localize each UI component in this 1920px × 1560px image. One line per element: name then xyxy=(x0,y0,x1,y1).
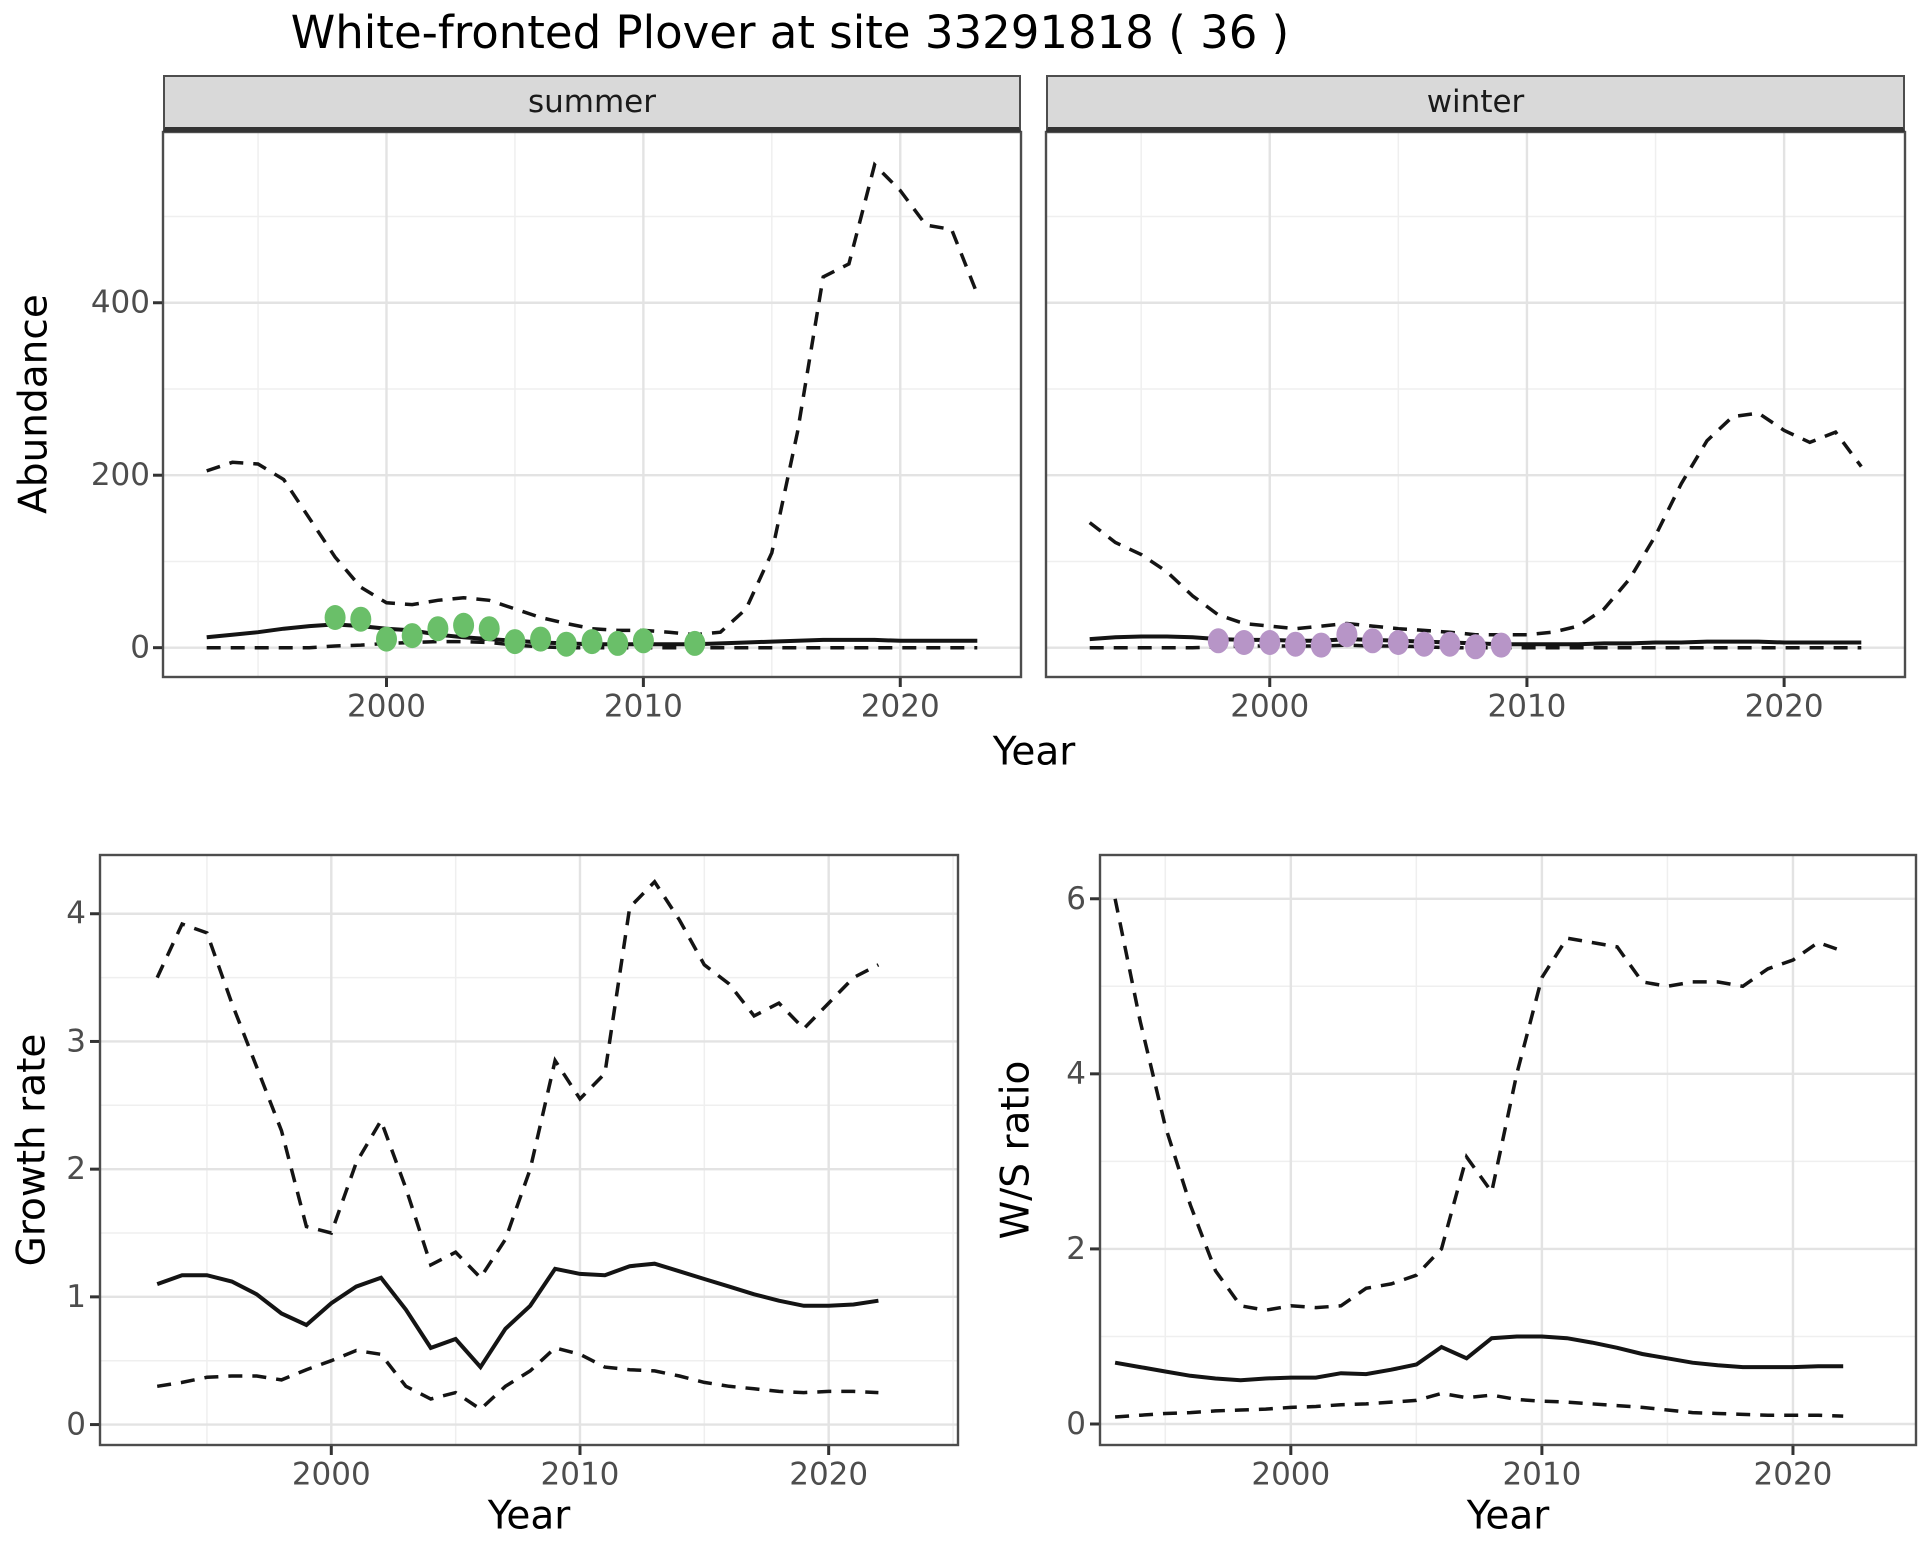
abundance-winter-observed-point xyxy=(1207,628,1229,654)
ws-ratio-border xyxy=(1098,853,1918,1447)
growth-rate-axis-ticks: 2000 2010 2020 0 1 2 3 4 xyxy=(66,896,868,1493)
growth-rate-median-line xyxy=(156,1261,879,1371)
ws-ratio-series xyxy=(1113,898,1844,1419)
abundance-winter-observed-point xyxy=(1413,631,1435,657)
plot-title: White-fronted Plover at site 33291818 ( … xyxy=(290,6,1290,59)
abundance-winter-observed-point xyxy=(1285,631,1306,657)
abundance-winter-xtick-label: 2020 xyxy=(1745,688,1824,724)
abundance-summer-observed-point xyxy=(401,623,423,649)
abundance-winter-xtick-label: 2000 xyxy=(1230,688,1309,724)
abundance-winter-observed-point xyxy=(1336,622,1358,648)
growth-rate-xtick-label: 2010 xyxy=(541,1456,620,1492)
ws-ratio-grid xyxy=(1100,855,1916,1445)
ws-ratio-ytick-label: 0 xyxy=(1066,1406,1086,1442)
abundance-winter-panel: 2000 2010 2020 xyxy=(1044,130,1907,724)
x-axis-title-year-growth: Year xyxy=(487,1493,571,1539)
abundance-summer-border xyxy=(161,130,1023,679)
abundance-winter-border xyxy=(1044,130,1907,679)
abundance-summer-xtick-label: 2000 xyxy=(347,688,426,724)
abundance-winter-observed-counts xyxy=(1207,622,1512,660)
abundance-winter-xtick-label: 2010 xyxy=(1487,688,1566,724)
abundance-summer-observed-counts xyxy=(324,605,706,657)
growth-rate-grid xyxy=(100,855,958,1445)
abundance-summer-observed-point xyxy=(427,616,449,642)
abundance-summer-observed-point xyxy=(581,629,603,655)
abundance-summer-ytick-label: 0 xyxy=(130,630,150,666)
facet-strip-summer: summer xyxy=(163,75,1021,132)
abundance-summer-ytick-label: 400 xyxy=(91,285,150,321)
abundance-winter-observed-point xyxy=(1233,630,1255,655)
ws-ratio-xtick-label: 2020 xyxy=(1754,1456,1833,1492)
growth-rate-upper-ci-line xyxy=(155,879,880,1281)
growth-rate-ytick-label: 3 xyxy=(66,1023,86,1059)
abundance-summer-panel: 2000 2010 2020 0 200 400 xyxy=(91,130,1023,725)
abundance-summer-observed-point xyxy=(530,626,552,652)
abundance-summer-axis-ticks: 2000 2010 2020 0 200 400 xyxy=(91,285,940,725)
growth-rate-series xyxy=(155,879,880,1412)
ws-ratio-ytick-label: 4 xyxy=(1066,1056,1086,1092)
growth-rate-ytick-label: 4 xyxy=(66,896,86,932)
y-axis-title-growth-rate: Growth rate xyxy=(9,1033,55,1267)
abundance-summer-xtick-label: 2020 xyxy=(861,688,940,724)
abundance-summer-grid xyxy=(163,132,1021,677)
abundance-summer-ytick-label: 200 xyxy=(91,457,150,493)
growth-rate-xtick-label: 2000 xyxy=(292,1456,371,1492)
ws-ratio-axis-ticks: 2000 2010 2020 0 2 4 6 xyxy=(1066,881,1832,1493)
abundance-summer-observed-point xyxy=(555,631,577,657)
abundance-winter-observed-point xyxy=(1387,630,1409,655)
abundance-winter-observed-point xyxy=(1465,634,1486,660)
growth-rate-lower-ci-line xyxy=(156,1345,879,1412)
ws-ratio-ytick-label: 2 xyxy=(1066,1231,1086,1267)
x-axis-title-year-ws: Year xyxy=(1466,1493,1550,1539)
abundance-summer-observed-point xyxy=(350,606,372,632)
growth-rate-border xyxy=(98,853,960,1447)
abundance-winter-grid xyxy=(1046,132,1905,677)
growth-rate-ytick-label: 2 xyxy=(66,1151,86,1187)
ws-ratio-xtick-label: 2010 xyxy=(1502,1456,1581,1492)
abundance-summer-xtick-label: 2010 xyxy=(604,688,683,724)
abundance-summer-observed-point xyxy=(453,612,475,638)
abundance-summer-upper-ci-line xyxy=(206,161,979,637)
ws-ratio-ytick-label: 6 xyxy=(1066,881,1086,917)
abundance-summer-observed-point xyxy=(607,630,629,656)
abundance-summer-observed-point xyxy=(632,628,654,654)
y-axis-title-ws-ratio: W/S ratio xyxy=(993,1060,1039,1240)
facet-strip-winter-label: winter xyxy=(1426,84,1525,120)
abundance-summer-observed-point xyxy=(684,630,706,656)
ws-ratio-xtick-label: 2000 xyxy=(1251,1456,1330,1492)
abundance-summer-observed-point xyxy=(478,616,500,642)
ws-ratio-median-line xyxy=(1114,1334,1844,1383)
abundance-winter-observed-point xyxy=(1310,632,1332,658)
growth-rate-xtick-label: 2020 xyxy=(789,1456,868,1492)
abundance-winter-observed-point xyxy=(1362,628,1384,654)
growth-rate-panel: 2000 2010 2020 0 1 2 3 4 xyxy=(66,853,960,1493)
abundance-winter-series xyxy=(1088,411,1863,650)
facet-strip-winter: winter xyxy=(1046,75,1905,132)
abundance-summer-series xyxy=(206,161,979,650)
abundance-winter-observed-point xyxy=(1439,631,1461,657)
ws-ratio-panel: 2000 2010 2020 0 2 4 6 xyxy=(1066,853,1918,1493)
abundance-winter-upper-ci-line xyxy=(1088,411,1863,637)
growth-rate-ytick-label: 0 xyxy=(66,1407,86,1443)
abundance-summer-observed-point xyxy=(324,605,346,630)
growth-rate-ytick-label: 1 xyxy=(66,1279,86,1315)
ws-ratio-upper-ci-line xyxy=(1113,898,1844,1312)
abundance-summer-observed-point xyxy=(504,629,526,655)
abundance-winter-observed-point xyxy=(1490,632,1512,658)
abundance-winter-observed-point xyxy=(1259,630,1281,655)
abundance-summer-observed-point xyxy=(376,626,397,652)
y-axis-title-abundance: Abundance xyxy=(11,294,57,514)
abundance-winter-axis-ticks: 2000 2010 2020 xyxy=(1230,678,1824,724)
x-axis-title-year-top: Year xyxy=(992,729,1076,775)
ws-ratio-lower-ci-line xyxy=(1114,1391,1844,1419)
facet-strip-summer-label: summer xyxy=(527,84,656,120)
